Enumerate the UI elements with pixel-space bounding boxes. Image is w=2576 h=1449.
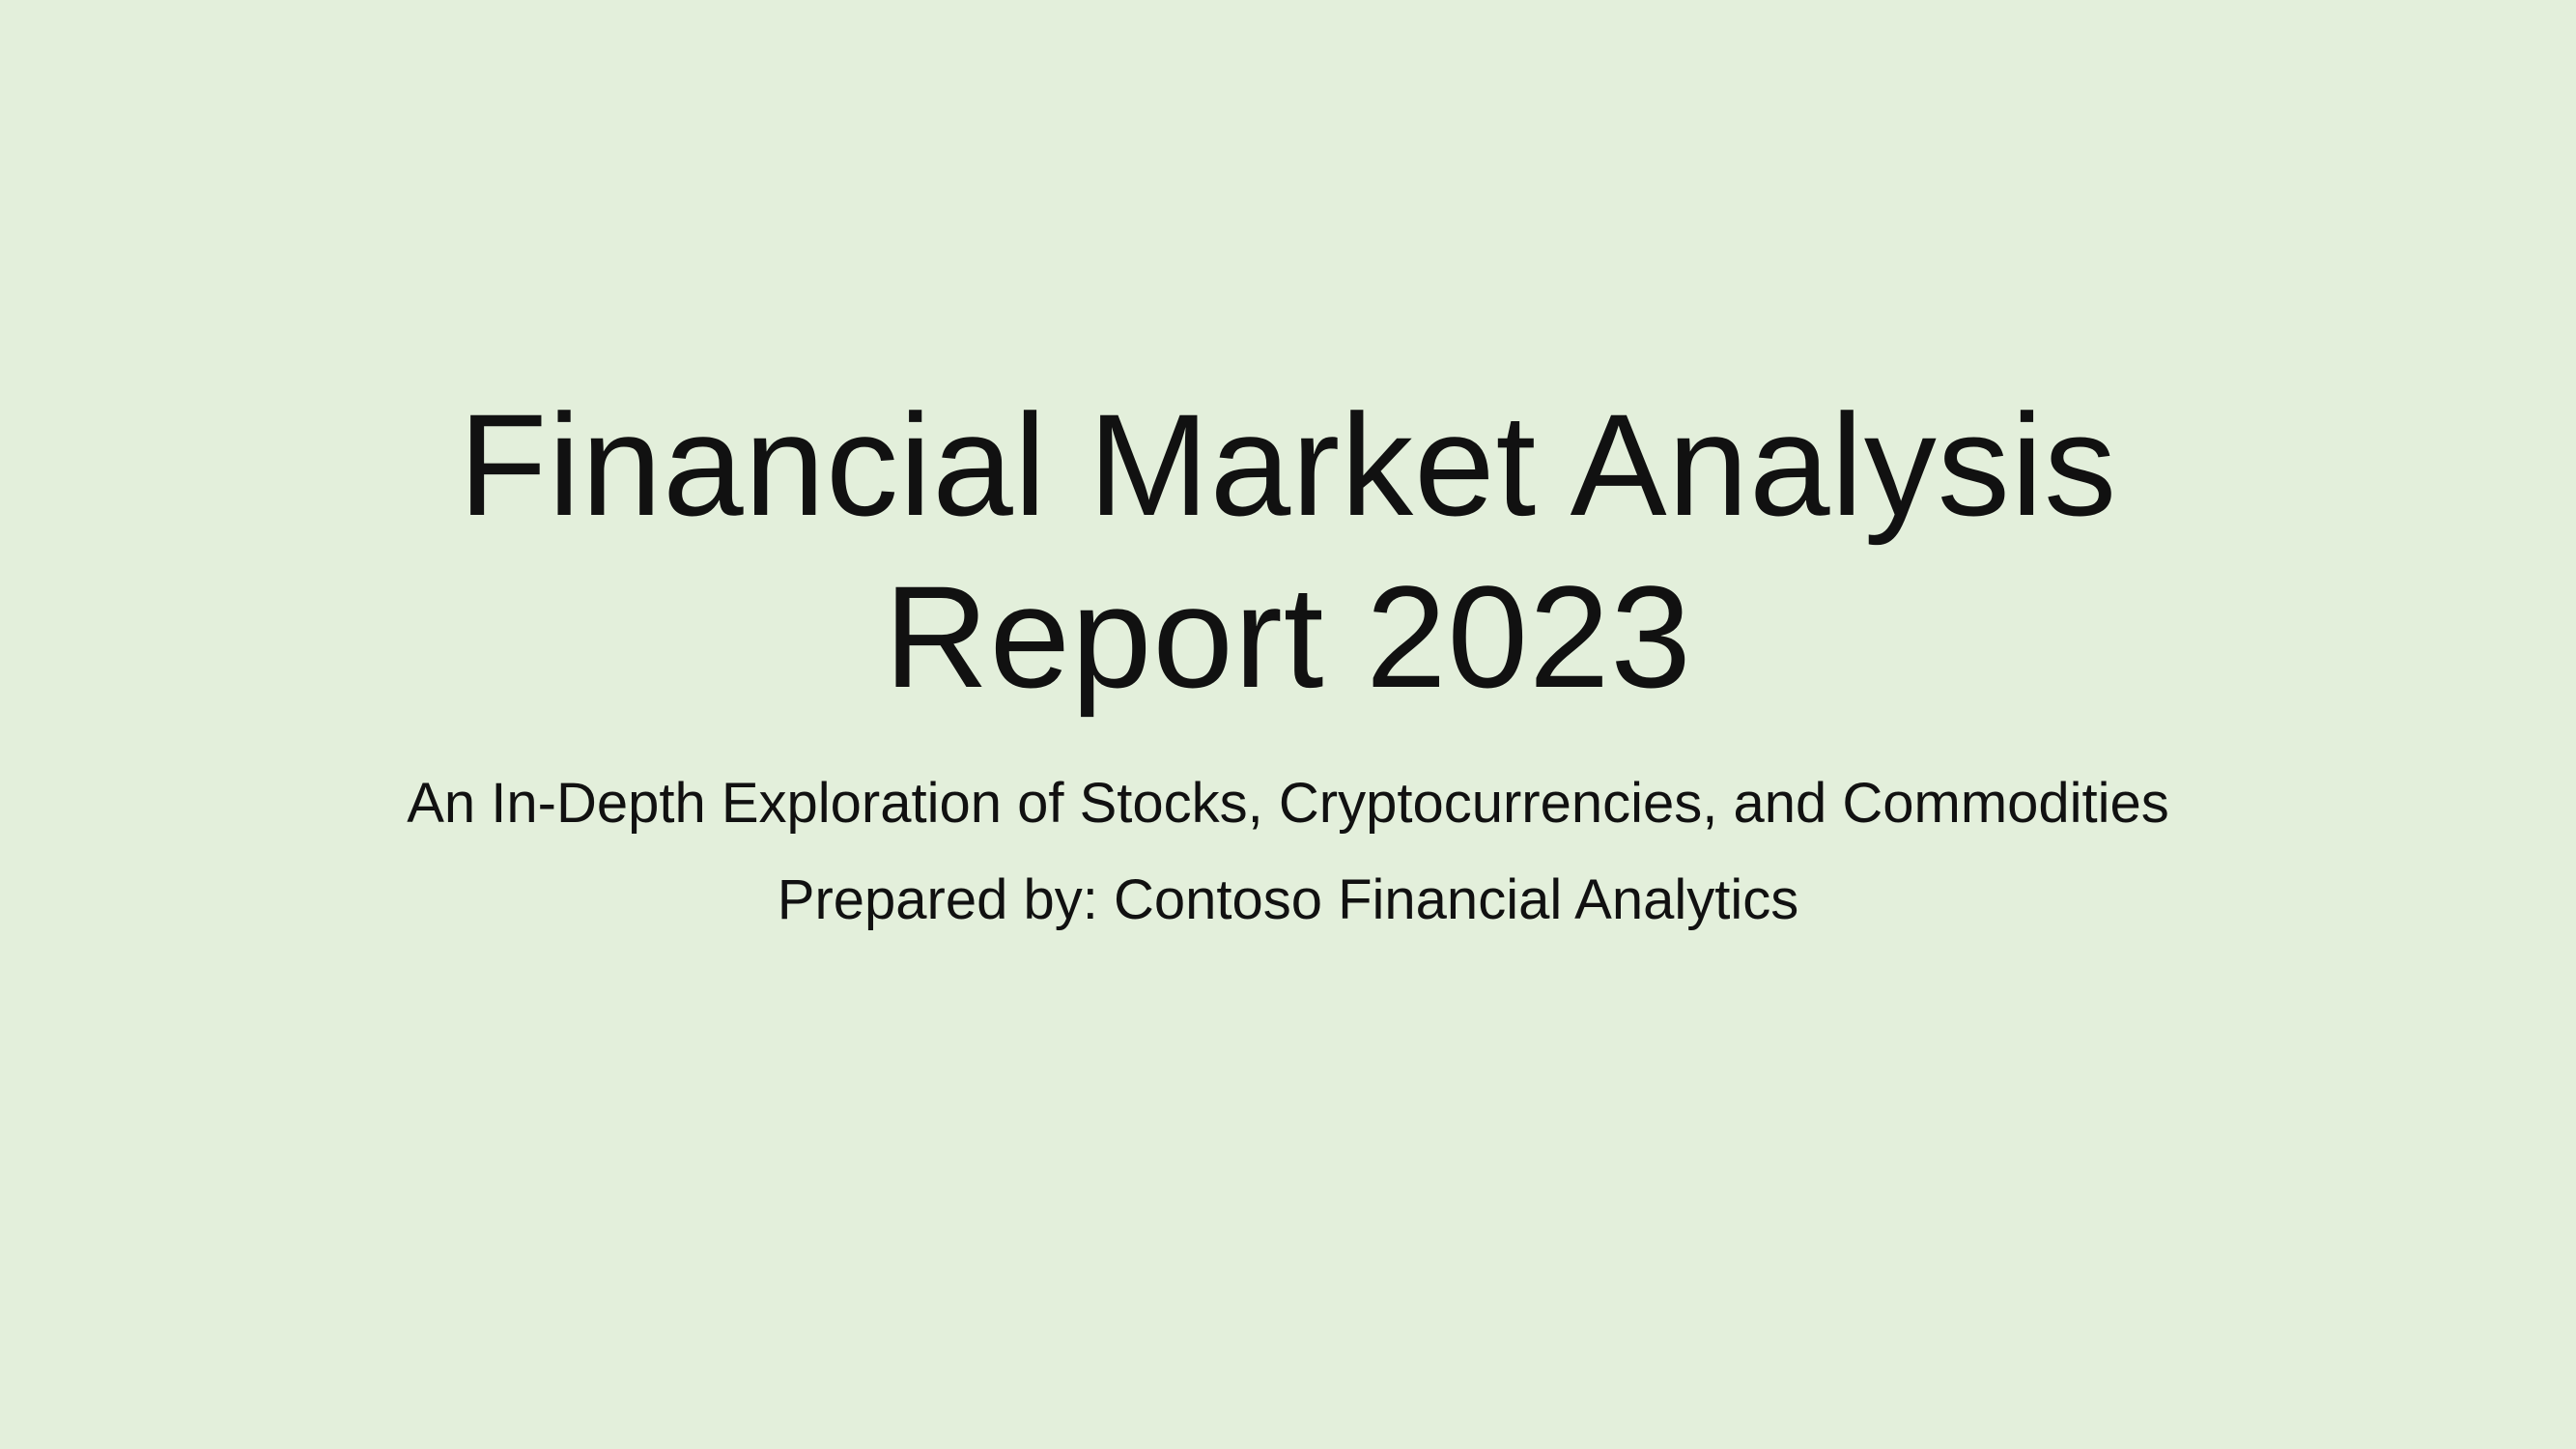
slide-title: Financial Market Analysis Report 2023 xyxy=(0,379,2576,723)
slide-title-line-1: Financial Market Analysis xyxy=(458,384,2118,546)
prepared-by-text: Prepared by: Contoso Financial Analytics xyxy=(777,868,1799,931)
slide-subtitle: An In-Depth Exploration of Stocks, Crypt… xyxy=(407,772,2169,835)
slide-title-line-2: Report 2023 xyxy=(884,555,1692,718)
